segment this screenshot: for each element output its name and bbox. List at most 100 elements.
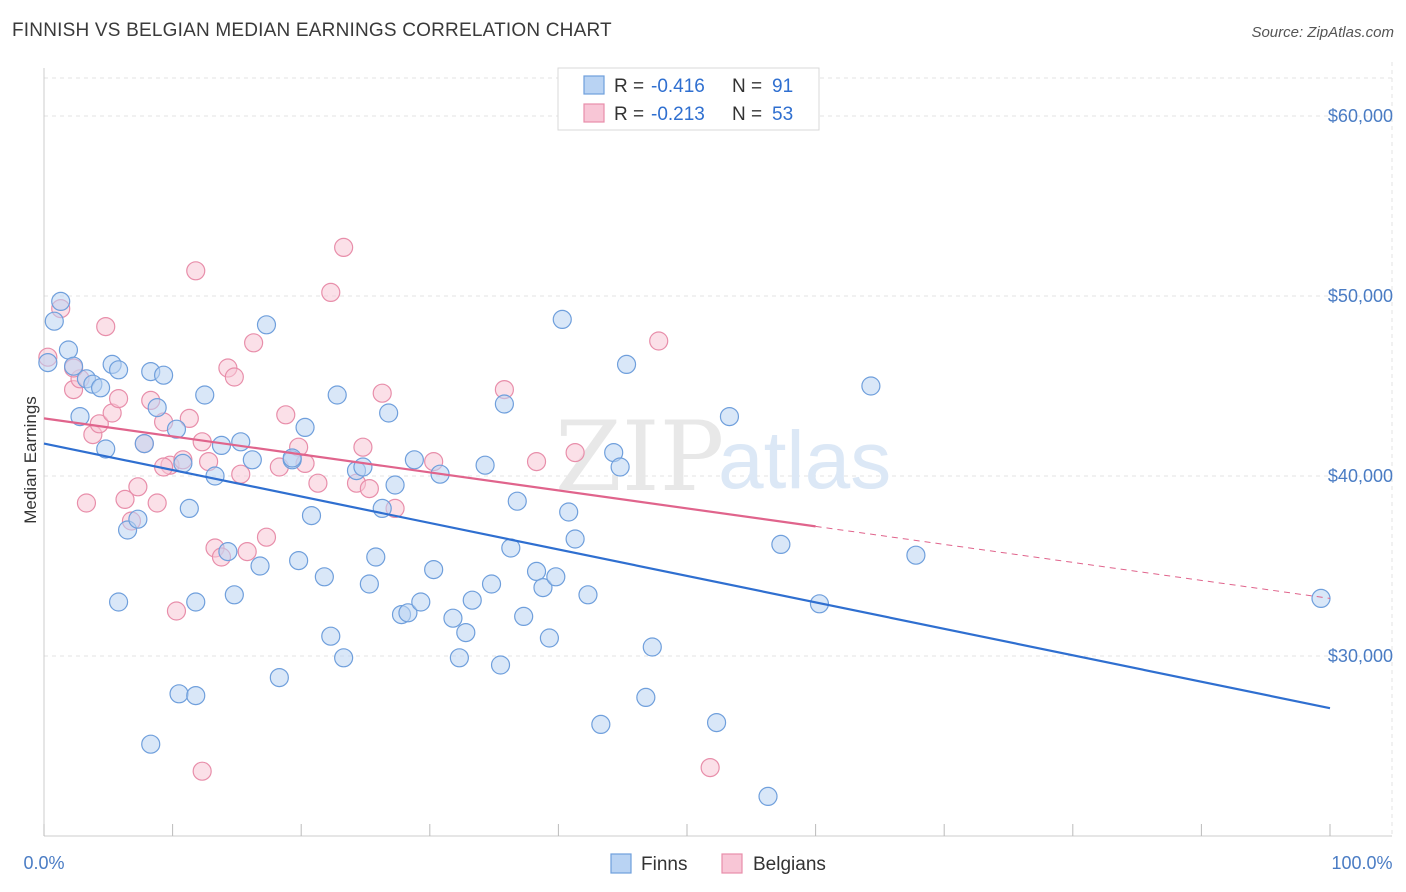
finns-point-14 [134,434,154,454]
bottom-legend-swatch-finns [610,853,632,874]
finns-point-24 [211,435,232,455]
legend: R = -0.416 N = 91 R = -0.213 N = 53 [557,67,820,131]
finns-point-41 [353,457,373,477]
finns-point-23 [205,466,225,486]
belgians-point-18 [166,601,187,621]
belgians-point-48 [649,331,669,351]
finns-point-20 [179,498,199,518]
belgians-point-42 [372,383,392,403]
finns-point-22 [195,385,215,405]
finns-point-86 [108,592,129,612]
belgians-point-36 [308,473,328,493]
finns-point-11 [108,360,129,380]
finns-point-89 [186,685,206,706]
finns-point-70 [565,529,585,549]
finns-point-50 [411,592,431,612]
finns-point-28 [242,450,262,470]
finns-point-71 [578,585,598,605]
bottom-legend: Finns Belgians [610,853,826,875]
finns-point-16 [147,398,167,418]
finns-point-5 [70,407,90,427]
finns-point-43 [366,547,386,567]
finns-point-34 [295,417,315,437]
finns-trend-line [43,442,1331,710]
finns-point-59 [490,655,511,675]
finns-point-31 [269,667,289,688]
finns-point-83 [861,376,881,396]
finns-point-67 [546,567,566,587]
finns-point-76 [636,687,656,708]
belgians-trend-line [43,417,816,528]
finns-point-49 [404,450,424,470]
finns-point-35 [301,505,322,526]
y-tick-label-3: $60,000 [1328,106,1393,126]
belgians-point-47 [565,443,585,463]
belgians-point-38 [334,237,354,257]
y-tick-label-0: $30,000 [1328,646,1393,666]
finns-point-27 [231,432,251,452]
belgians-point-4 [76,493,97,513]
finns-point-53 [443,608,463,628]
finns-point-51 [424,559,444,580]
finns-point-55 [456,622,476,643]
finns-point-81 [771,534,791,555]
finns-point-80 [758,786,778,807]
finns-point-64 [526,561,547,582]
legend-n-value-finns: 91 [772,76,793,97]
finns-point-19 [173,453,193,473]
legend-r-label-finns: R = [614,76,644,97]
finns-point-65 [533,577,553,598]
finns-point-74 [610,457,630,477]
finns-point-18 [166,419,187,439]
finns-point-84 [906,545,926,565]
bottom-legend-label-finns: Finns [641,854,687,875]
belgians-point-15 [147,493,167,513]
belgians-point-49 [700,757,720,778]
finns-point-30 [256,315,277,335]
finns-point-17 [153,365,174,385]
finns-point-42 [359,574,379,594]
finns-point-46 [385,475,405,495]
finns-point-37 [321,626,341,646]
bottom-legend-swatch-belgians [721,853,743,874]
finns-point-48 [398,603,418,623]
finns-point-77 [642,637,662,657]
belgians-point-33 [276,405,296,425]
belgians-point-28 [231,464,251,484]
finns-point-56 [462,590,482,610]
legend-r-label-belgians: R = [614,104,644,125]
finns-point-45 [379,403,399,423]
finns-point-63 [514,606,534,627]
belgians-point-7 [96,317,116,337]
legend-r-value-finns: -0.416 [651,76,705,97]
finns-point-75 [616,354,637,374]
finns-point-88 [169,684,189,704]
finns-point-26 [224,585,244,605]
belgians-point-10 [115,489,135,509]
grid-lines [44,62,1393,836]
finns-point-21 [186,592,206,612]
belgians-point-29 [237,541,257,562]
bottom-legend-label-belgians: Belgians [753,854,826,875]
finns-point-60 [494,394,514,414]
finns-point-33 [289,550,309,571]
finns-point-4 [63,356,84,376]
belgians-point-46 [526,452,547,472]
y-tick-label-1: $40,000 [1328,466,1393,486]
finns-point-2 [51,291,71,311]
legend-n-label-belgians: N = [732,104,762,125]
finns-point-87 [141,734,161,754]
belgians-point-12 [128,477,148,497]
finns-point-8 [90,378,111,398]
belgians-point-41 [359,479,379,499]
axes [43,68,1392,837]
legend-n-label-finns: N = [732,76,762,97]
finns-point-29 [250,556,270,576]
legend-swatch-finns [583,75,605,95]
legend-r-value-belgians: -0.213 [651,104,705,125]
finns-point-36 [314,567,334,587]
y-tick-label-2: $50,000 [1328,286,1393,306]
finns-point-58 [481,574,502,594]
finns-point-9 [96,439,116,459]
